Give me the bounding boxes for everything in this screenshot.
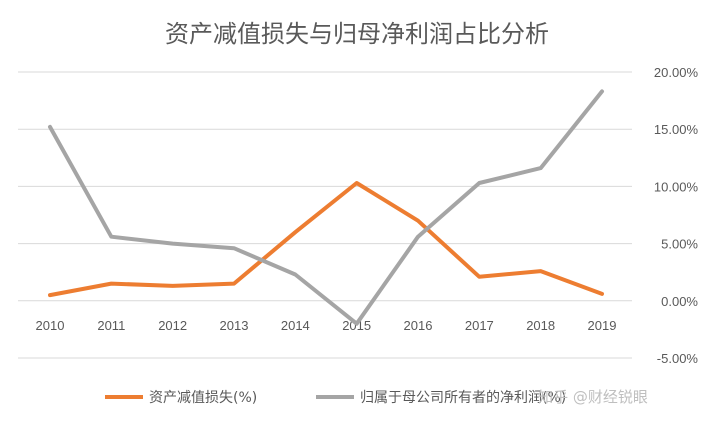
- y-tick-label: 20.00%: [654, 65, 699, 80]
- series-line-0: [48, 181, 604, 298]
- legend: 资产减值损失(%) 归属于母公司所有者的净利润(%): [105, 389, 566, 406]
- y-tick-label: -5.00%: [657, 351, 699, 366]
- y-tick-label: 5.00%: [661, 237, 698, 252]
- y-tick-label: 10.00%: [654, 179, 699, 194]
- x-tick-label: 2010: [36, 318, 65, 333]
- x-tick-label: 2016: [404, 318, 433, 333]
- x-tick-label: 2019: [588, 318, 617, 333]
- legend-label-1: 归属于母公司所有者的净利润(%): [360, 389, 566, 406]
- x-tick-label: 2011: [97, 318, 125, 333]
- y-tick-label: 15.00%: [654, 122, 699, 137]
- watermark: 知乎 @财经锐眼: [538, 388, 648, 406]
- gridlines: [18, 71, 632, 359]
- x-tick-label: 2014: [281, 318, 310, 333]
- series-line-1: [48, 89, 604, 326]
- chart-title: 资产减值损失与归母净利润占比分析: [165, 20, 549, 48]
- x-tick-label: 2017: [465, 318, 494, 333]
- legend-label-0: 资产减值损失(%): [149, 390, 257, 406]
- x-tick-label: 2018: [526, 318, 555, 333]
- x-tick-label: 2013: [220, 318, 249, 333]
- y-axis-ticks: 20.00% 15.00% 10.00% 5.00% 0.00% -5.00%: [654, 65, 699, 366]
- x-axis-ticks: 2010 2011 2012 2013 2014 2015 2016 2017 2018 2019: [36, 318, 617, 333]
- x-tick-label: 2012: [158, 318, 187, 333]
- series-lines: [48, 89, 604, 326]
- y-tick-label: 0.00%: [661, 294, 698, 309]
